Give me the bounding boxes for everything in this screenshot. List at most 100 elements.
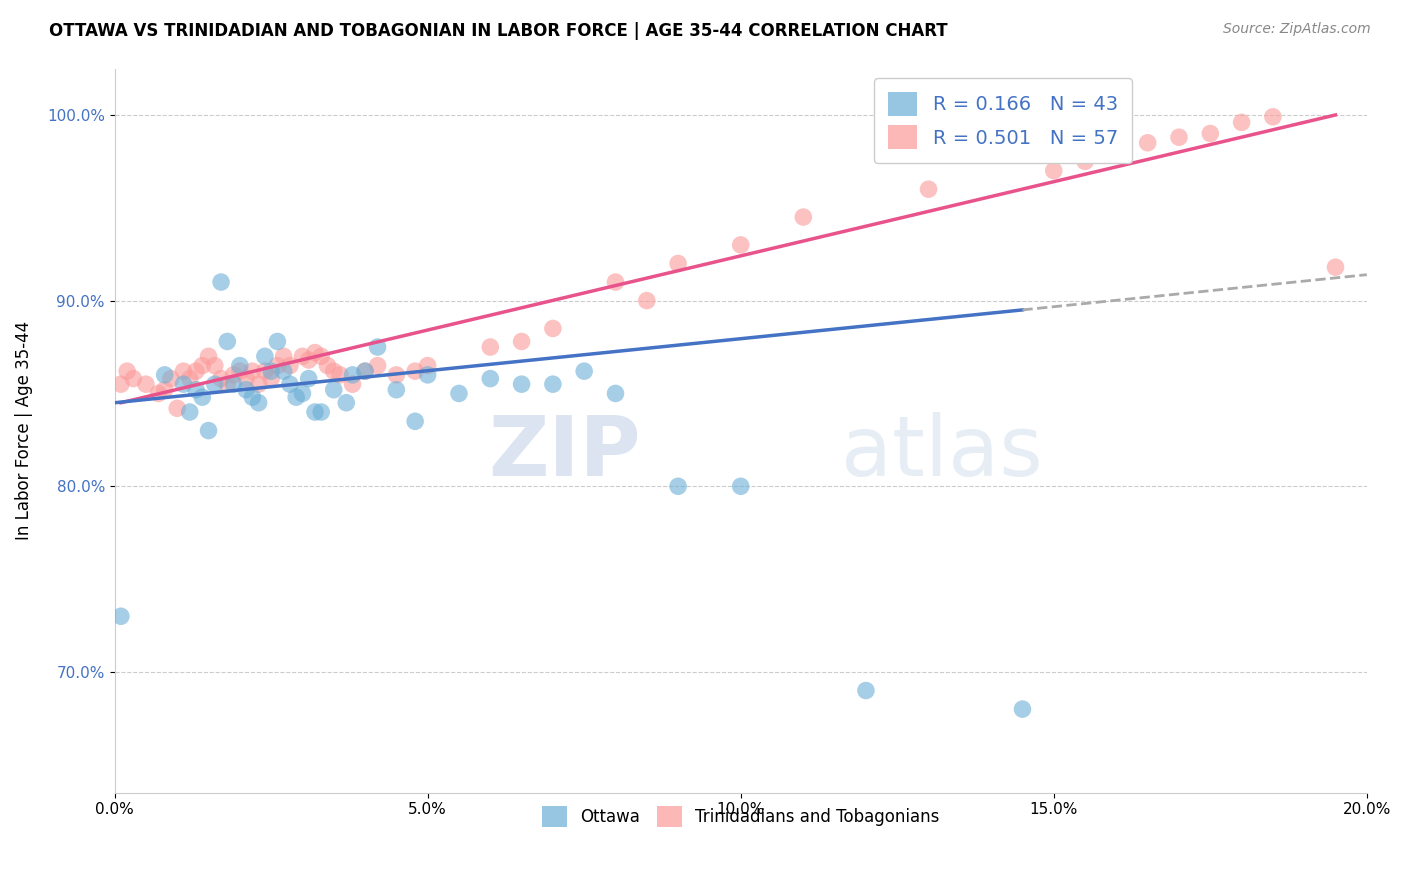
Point	[222, 368, 245, 382]
Point	[479, 371, 502, 385]
Point	[204, 377, 226, 392]
Point	[447, 386, 470, 401]
Point	[1168, 130, 1191, 145]
Point	[191, 359, 214, 373]
Point	[1105, 145, 1128, 159]
Point	[1011, 702, 1033, 716]
Point	[222, 377, 245, 392]
Point	[1136, 136, 1159, 150]
Point	[260, 364, 283, 378]
Point	[329, 368, 352, 382]
Point	[217, 377, 239, 392]
Point	[135, 377, 157, 392]
Text: Source: ZipAtlas.com: Source: ZipAtlas.com	[1223, 22, 1371, 37]
Point	[367, 359, 389, 373]
Point	[335, 395, 357, 409]
Point	[404, 414, 426, 428]
Point	[304, 405, 326, 419]
Point	[1261, 110, 1284, 124]
Point	[172, 364, 194, 378]
Point	[197, 349, 219, 363]
Point	[354, 364, 377, 378]
Point	[247, 377, 270, 392]
Point	[148, 386, 170, 401]
Point	[367, 340, 389, 354]
Point	[298, 353, 321, 368]
Text: atlas: atlas	[841, 412, 1043, 492]
Point	[235, 383, 257, 397]
Point	[510, 377, 533, 392]
Point	[122, 371, 145, 385]
Point	[291, 349, 314, 363]
Point	[855, 683, 877, 698]
Point	[184, 364, 207, 378]
Point	[115, 364, 138, 378]
Point	[209, 371, 232, 385]
Point	[322, 383, 344, 397]
Point	[266, 334, 288, 349]
Point	[110, 609, 132, 624]
Point	[229, 364, 252, 378]
Point	[253, 349, 276, 363]
Point	[166, 401, 188, 416]
Point	[404, 364, 426, 378]
Point	[1199, 127, 1222, 141]
Point	[309, 405, 332, 419]
Text: OTTAWA VS TRINIDADIAN AND TOBAGONIAN IN LABOR FORCE | AGE 35-44 CORRELATION CHAR: OTTAWA VS TRINIDADIAN AND TOBAGONIAN IN …	[49, 22, 948, 40]
Point	[172, 377, 194, 392]
Point	[541, 321, 564, 335]
Point	[291, 386, 314, 401]
Point	[510, 334, 533, 349]
Point	[197, 424, 219, 438]
Point	[666, 256, 689, 270]
Point	[298, 371, 321, 385]
Y-axis label: In Labor Force | Age 35-44: In Labor Force | Age 35-44	[15, 321, 32, 541]
Point	[1230, 115, 1253, 129]
Point	[636, 293, 658, 308]
Point	[153, 368, 176, 382]
Point	[416, 359, 439, 373]
Point	[385, 368, 408, 382]
Point	[304, 345, 326, 359]
Point	[191, 390, 214, 404]
Point	[260, 371, 283, 385]
Text: ZIP: ZIP	[488, 412, 641, 492]
Point	[354, 364, 377, 378]
Point	[572, 364, 595, 378]
Point	[247, 395, 270, 409]
Point	[342, 368, 364, 382]
Point	[273, 349, 295, 363]
Point	[110, 377, 132, 392]
Point	[179, 371, 201, 385]
Point	[541, 377, 564, 392]
Point	[730, 238, 752, 252]
Point	[1324, 260, 1347, 275]
Point	[278, 359, 301, 373]
Point	[217, 334, 239, 349]
Point	[1042, 163, 1064, 178]
Point	[240, 390, 263, 404]
Point	[204, 359, 226, 373]
Point	[342, 377, 364, 392]
Point	[229, 359, 252, 373]
Point	[179, 405, 201, 419]
Point	[666, 479, 689, 493]
Point	[385, 383, 408, 397]
Point	[273, 364, 295, 378]
Point	[153, 383, 176, 397]
Point	[160, 371, 183, 385]
Point	[605, 275, 627, 289]
Point	[209, 275, 232, 289]
Point	[316, 359, 339, 373]
Point	[285, 390, 308, 404]
Point	[322, 364, 344, 378]
Point	[184, 383, 207, 397]
Legend: Ottawa, Trinidadians and Tobagonians: Ottawa, Trinidadians and Tobagonians	[534, 798, 948, 835]
Point	[309, 349, 332, 363]
Point	[792, 210, 814, 224]
Point	[416, 368, 439, 382]
Point	[266, 359, 288, 373]
Point	[730, 479, 752, 493]
Point	[278, 377, 301, 392]
Point	[235, 371, 257, 385]
